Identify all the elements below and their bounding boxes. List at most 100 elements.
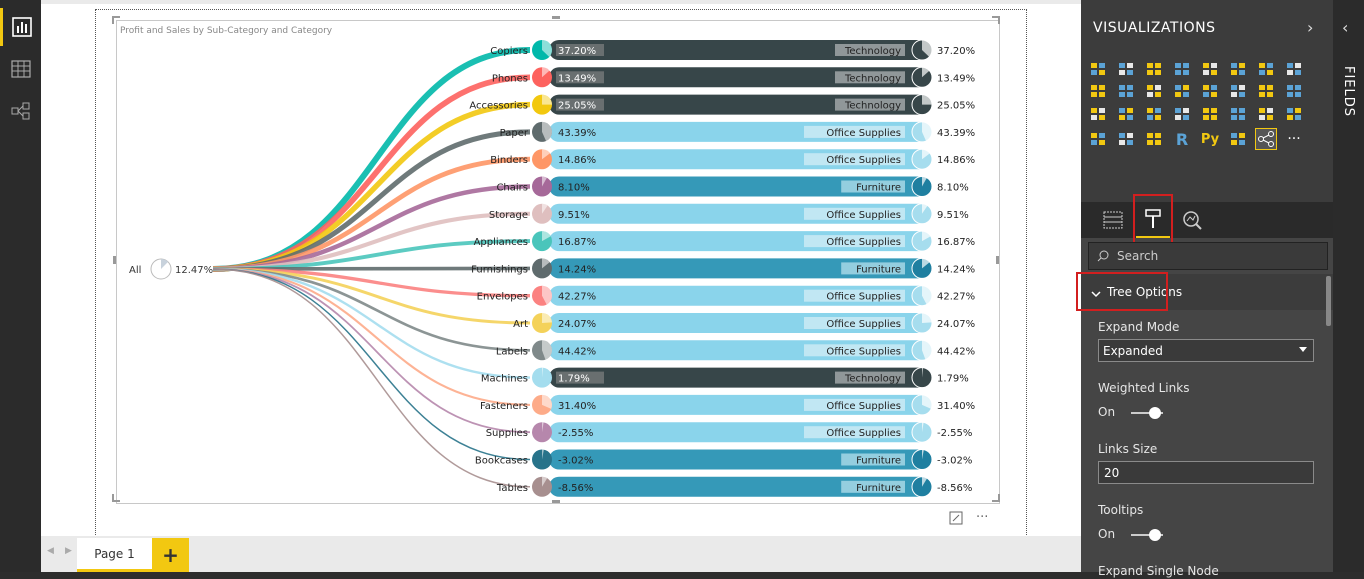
category-box-chairs — [841, 180, 905, 193]
data-view-icon[interactable] — [0, 50, 41, 88]
right-pie-slice-bookcases — [922, 449, 924, 460]
fields-tab-icon[interactable] — [1096, 202, 1130, 238]
node-value-copiers: 37.20% — [558, 46, 596, 57]
prev-page-icon[interactable]: ◀ — [47, 546, 54, 556]
report-canvas: Profit and Sales by Sub-Category and Cat… — [41, 0, 1081, 537]
resize-handle-bottom[interactable] — [552, 500, 560, 503]
page-tab-bar: ◀ ▶ Page 1 + — [41, 536, 1081, 572]
area-chart-icon[interactable] — [1283, 58, 1305, 80]
node-pie-slice-phones — [542, 67, 550, 78]
category-label-art: Office Supplies — [826, 319, 901, 330]
visual-container[interactable]: Profit and Sales by Sub-Category and Cat… — [95, 9, 1027, 537]
collapse-viz-icon[interactable]: › — [1307, 18, 1314, 37]
node-bar-chairs — [549, 176, 932, 197]
right-pie-slice-chairs — [922, 176, 927, 187]
category-label-accessories: Technology — [844, 101, 901, 112]
tab-page1[interactable]: Page 1 — [77, 538, 152, 572]
map-icon[interactable] — [1115, 103, 1137, 125]
link-fasteners — [212, 267, 531, 406]
analytics-tab-icon[interactable] — [1175, 202, 1209, 238]
right-pie-slice-envelopes — [922, 285, 932, 305]
resize-handle-top-left[interactable] — [112, 16, 120, 24]
line-chart-icon[interactable] — [1255, 58, 1277, 80]
scatter-icon[interactable] — [1227, 80, 1249, 102]
100-bar-icon[interactable] — [1199, 58, 1221, 80]
add-page-button[interactable]: + — [152, 538, 189, 572]
weighted-links-label: Weighted Links — [1098, 381, 1190, 395]
weighted-links-toggle[interactable] — [1131, 412, 1163, 414]
globe-icon[interactable] — [1227, 128, 1249, 150]
r-visual-icon[interactable]: R — [1175, 129, 1189, 149]
relationship-view-icon[interactable] — [0, 92, 41, 130]
stacked-bar-icon[interactable] — [1087, 58, 1109, 80]
python-visual-icon[interactable]: Py — [1200, 131, 1220, 147]
tooltips-knob[interactable] — [1149, 529, 1161, 541]
image-icon[interactable] — [1283, 103, 1305, 125]
tree-chart[interactable]: Profit and Sales by Sub-Category and Cat… — [116, 20, 1000, 504]
100-column-icon[interactable] — [1227, 58, 1249, 80]
funnel-icon[interactable] — [1171, 103, 1193, 125]
root-value: 12.47% — [175, 265, 213, 276]
collapse-fields-icon[interactable]: ‹ — [1342, 18, 1349, 37]
chevron-down-icon — [1091, 283, 1101, 302]
matrix-icon[interactable] — [1143, 128, 1165, 150]
resize-handle-right[interactable] — [996, 256, 999, 264]
format-tab-icon[interactable] — [1136, 202, 1170, 238]
more-visuals-icon[interactable]: ··· — [1287, 131, 1301, 147]
resize-handle-bottom-left[interactable] — [112, 494, 120, 502]
resize-handle-top[interactable] — [552, 16, 560, 19]
tooltips-toggle[interactable] — [1131, 534, 1163, 536]
node-label-storage: Storage — [489, 210, 528, 221]
node-label-tables: Tables — [496, 483, 528, 494]
clustered-column-icon[interactable] — [1171, 58, 1193, 80]
waterfall-icon[interactable] — [1199, 80, 1221, 102]
next-page-icon[interactable]: ▶ — [65, 546, 72, 556]
pane-scrollbar[interactable] — [1326, 276, 1331, 326]
clustered-bar-icon[interactable] — [1143, 58, 1165, 80]
pie-chart-icon[interactable] — [1255, 80, 1277, 102]
expand-mode-dropdown[interactable]: Expanded — [1098, 339, 1314, 362]
node-pie-slice-copiers — [542, 40, 552, 57]
category-label-phones: Technology — [844, 73, 901, 84]
fields-title[interactable]: FIELDS — [1341, 66, 1356, 118]
tree-options-header[interactable]: Tree Options — [1081, 274, 1333, 310]
search-icon — [1097, 247, 1109, 266]
stacked-column-icon[interactable] — [1115, 58, 1137, 80]
links-size-input[interactable]: 20 — [1098, 461, 1314, 484]
line-column-icon[interactable] — [1115, 80, 1137, 102]
card-icon[interactable] — [1227, 103, 1249, 125]
stacked-area-icon[interactable] — [1087, 80, 1109, 102]
focus-mode-icon[interactable] — [949, 510, 963, 529]
resize-handle-bottom-right[interactable] — [992, 494, 1000, 502]
category-label-copiers: Technology — [844, 46, 901, 57]
line-stacked-column-icon[interactable] — [1143, 80, 1165, 102]
weighted-links-knob[interactable] — [1149, 407, 1161, 419]
node-pie-slice-supplies — [542, 422, 544, 433]
node-pie-slice-machines — [542, 367, 544, 378]
category-label-tables: Furniture — [856, 483, 901, 494]
tree-visual-icon[interactable] — [1255, 128, 1277, 150]
category-label-chairs: Furniture — [856, 183, 901, 194]
right-value-accessories: 25.05% — [937, 101, 975, 112]
gauge-icon[interactable] — [1199, 103, 1221, 125]
right-value-art: 24.07% — [937, 319, 975, 330]
category-box-fasteners — [804, 398, 905, 411]
node-label-paper: Paper — [500, 128, 529, 139]
donut-chart-icon[interactable] — [1283, 80, 1305, 102]
resize-handle-left[interactable] — [113, 256, 116, 264]
chart-title: Profit and Sales by Sub-Category and Cat… — [120, 26, 333, 36]
more-options-icon[interactable]: ... — [976, 506, 989, 521]
table-icon[interactable] — [1115, 128, 1137, 150]
ribbon-chart-icon[interactable] — [1171, 80, 1193, 102]
category-box-machines — [835, 371, 905, 384]
right-pie-slice-fasteners — [922, 394, 932, 409]
filled-map-icon[interactable] — [1143, 103, 1165, 125]
report-view-icon[interactable] — [0, 8, 41, 46]
value-highlight-copiers — [556, 44, 604, 56]
slicer-icon[interactable] — [1087, 128, 1109, 150]
treemap-icon[interactable] — [1087, 103, 1109, 125]
node-label-accessories: Accessories — [469, 101, 528, 112]
search-input[interactable]: Search — [1088, 242, 1328, 270]
resize-handle-top-right[interactable] — [992, 16, 1000, 24]
kpi-icon[interactable] — [1255, 103, 1277, 125]
